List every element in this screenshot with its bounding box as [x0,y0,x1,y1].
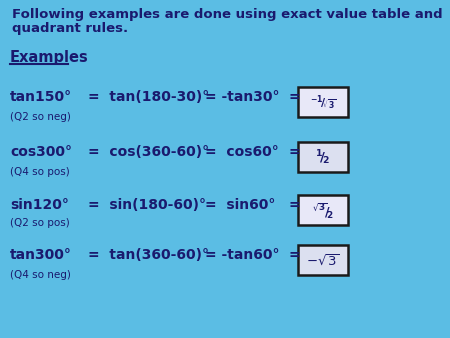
Text: = -tan60°: = -tan60° [205,248,279,262]
Text: $\mathregular{^{1}\!/\!_{2}}$: $\mathregular{^{1}\!/\!_{2}}$ [315,149,331,167]
FancyBboxPatch shape [298,142,348,172]
Text: =: = [288,90,300,104]
Text: =  sin(180-60)°: = sin(180-60)° [88,198,206,212]
Text: $\mathregular{^{\sqrt{3}}\!/\!_{2}}$: $\mathregular{^{\sqrt{3}}\!/\!_{2}}$ [312,201,334,221]
Text: $\mathregular{^{-1}\!/\!_{\sqrt{3}}}$: $\mathregular{^{-1}\!/\!_{\sqrt{3}}}$ [310,94,336,113]
Text: =: = [288,145,300,159]
Text: (Q2 so pos): (Q2 so pos) [10,218,70,228]
Text: $- \sqrt{3}$: $- \sqrt{3}$ [306,254,340,269]
Text: =  tan(360-60)°: = tan(360-60)° [88,248,209,262]
Text: (Q4 so pos): (Q4 so pos) [10,167,70,177]
Text: Following examples are done using exact value table and: Following examples are done using exact … [12,8,443,21]
Text: (Q4 so neg): (Q4 so neg) [10,270,71,280]
Text: =: = [288,248,300,262]
Text: Examples: Examples [10,50,89,65]
FancyBboxPatch shape [298,195,348,225]
Text: quadrant rules.: quadrant rules. [12,22,128,35]
FancyBboxPatch shape [298,87,348,117]
Text: =  tan(180-30)°: = tan(180-30)° [88,90,209,104]
Text: =  cos60°: = cos60° [205,145,279,159]
FancyBboxPatch shape [298,245,348,275]
Text: (Q2 so neg): (Q2 so neg) [10,112,71,122]
Text: tan150°: tan150° [10,90,72,104]
Text: tan300°: tan300° [10,248,72,262]
Text: =  sin60°: = sin60° [205,198,275,212]
Text: =: = [288,198,300,212]
Text: =  cos(360-60)°: = cos(360-60)° [88,145,209,159]
Text: cos300°: cos300° [10,145,72,159]
Text: sin120°: sin120° [10,198,69,212]
Text: = -tan30°: = -tan30° [205,90,279,104]
